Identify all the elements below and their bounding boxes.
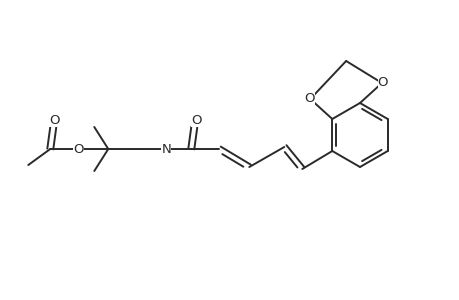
Text: O: O (377, 76, 387, 88)
Text: O: O (303, 92, 314, 104)
Text: O: O (190, 113, 201, 127)
Text: O: O (49, 113, 59, 127)
Text: N: N (161, 142, 171, 155)
Text: O: O (73, 142, 84, 155)
